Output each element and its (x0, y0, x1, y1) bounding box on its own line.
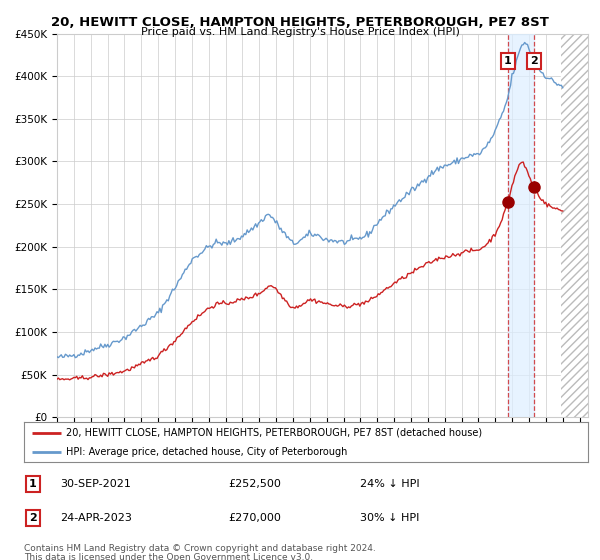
Text: This data is licensed under the Open Government Licence v3.0.: This data is licensed under the Open Gov… (24, 553, 313, 560)
Text: HPI: Average price, detached house, City of Peterborough: HPI: Average price, detached house, City… (66, 447, 347, 458)
Text: 30% ↓ HPI: 30% ↓ HPI (360, 513, 419, 523)
Text: 30-SEP-2021: 30-SEP-2021 (60, 479, 131, 489)
Text: 24% ↓ HPI: 24% ↓ HPI (360, 479, 419, 489)
Text: 1: 1 (29, 479, 37, 489)
Bar (561, 34, 600, 417)
Text: £252,500: £252,500 (228, 479, 281, 489)
Text: Price paid vs. HM Land Registry's House Price Index (HPI): Price paid vs. HM Land Registry's House … (140, 27, 460, 37)
Text: 20, HEWITT CLOSE, HAMPTON HEIGHTS, PETERBOROUGH, PE7 8ST (detached house): 20, HEWITT CLOSE, HAMPTON HEIGHTS, PETER… (66, 428, 482, 438)
Text: Contains HM Land Registry data © Crown copyright and database right 2024.: Contains HM Land Registry data © Crown c… (24, 544, 376, 553)
Text: 20, HEWITT CLOSE, HAMPTON HEIGHTS, PETERBOROUGH, PE7 8ST: 20, HEWITT CLOSE, HAMPTON HEIGHTS, PETER… (51, 16, 549, 29)
Text: 2: 2 (29, 513, 37, 523)
Bar (561, 34, 600, 417)
Text: £270,000: £270,000 (228, 513, 281, 523)
Text: 1: 1 (504, 56, 512, 66)
Bar (508, 34, 534, 417)
Text: 24-APR-2023: 24-APR-2023 (60, 513, 132, 523)
Text: 2: 2 (530, 56, 538, 66)
